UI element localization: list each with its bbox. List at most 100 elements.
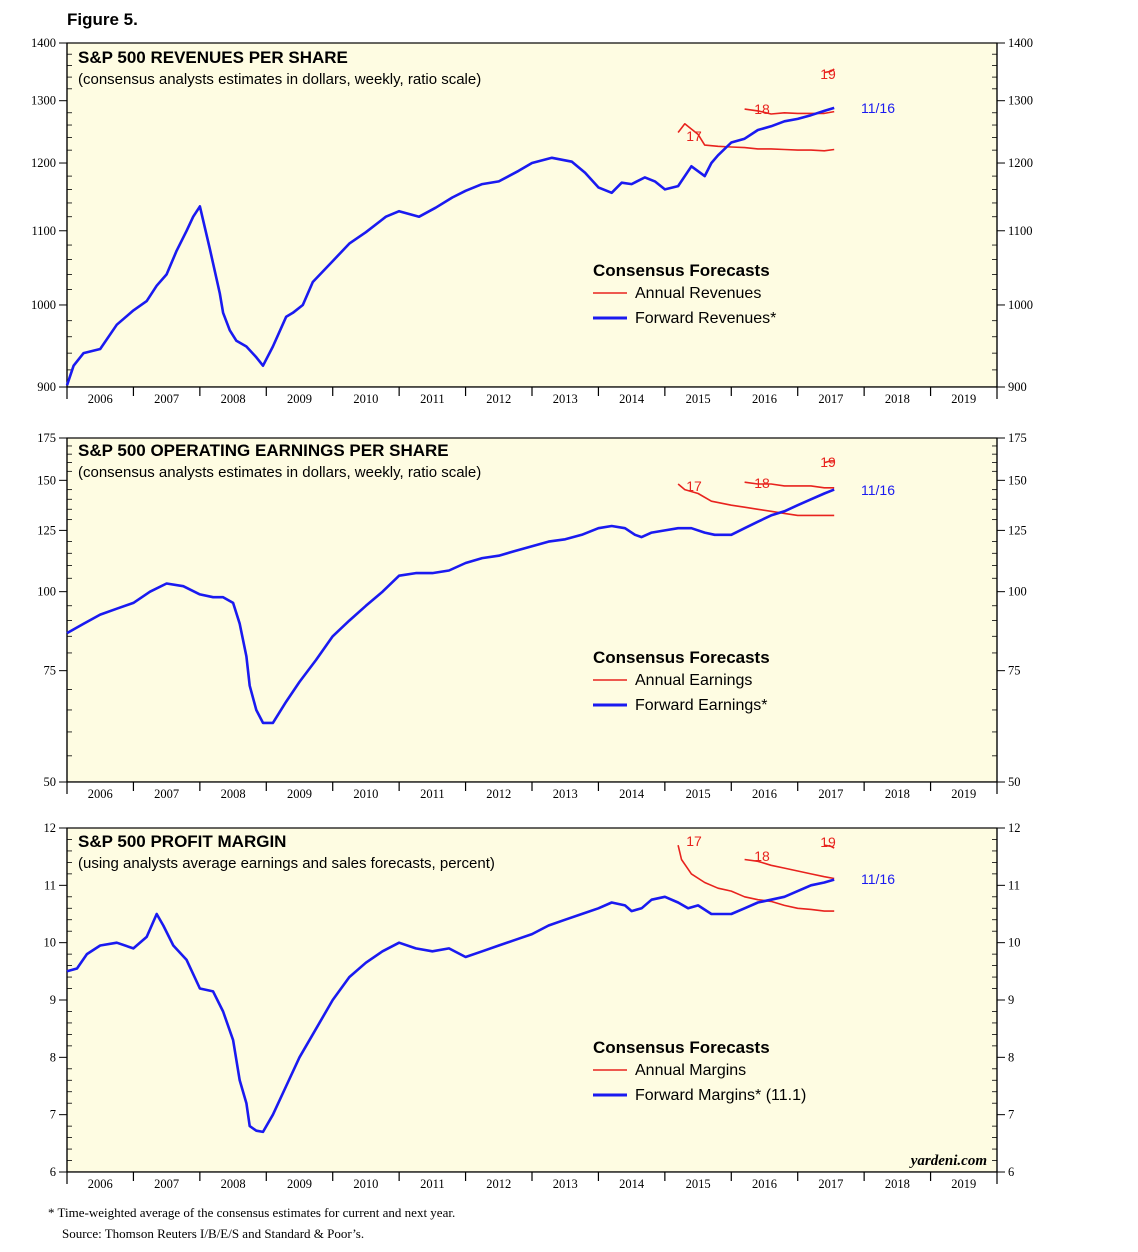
x-tick-label: 2019 — [951, 392, 976, 406]
x-tick-label: 2015 — [686, 787, 711, 801]
chart-title: S&P 500 OPERATING EARNINGS PER SHARE — [78, 441, 449, 460]
x-tick-label: 2016 — [752, 392, 777, 406]
x-tick-label: 2013 — [553, 787, 578, 801]
annual-series-19 — [824, 460, 835, 464]
annual-label-17: 17 — [686, 128, 702, 144]
annual-label-18: 18 — [754, 848, 770, 864]
x-tick-label: 2012 — [486, 1177, 511, 1191]
x-tick-label: 2014 — [619, 1177, 645, 1191]
y-tick-label-left: 175 — [37, 431, 56, 445]
x-tick-label: 2013 — [553, 1177, 578, 1191]
y-tick-label-left: 1000 — [31, 298, 56, 312]
y-tick-label-left: 9 — [50, 993, 56, 1007]
y-tick-label-left: 100 — [37, 585, 56, 599]
y-tick-label-right: 11 — [1008, 878, 1020, 892]
annual-label-19: 19 — [820, 66, 836, 82]
x-tick-label: 2006 — [88, 787, 113, 801]
revenues-chart: 2006 2007 2008 2009 2010 2011 2012 2013 2014 2015… — [31, 36, 1033, 417]
annual-series-17 — [677, 845, 835, 912]
y-tick-label-right: 1000 — [1008, 298, 1033, 312]
y-tick-label-left: 1300 — [31, 94, 56, 108]
legend-forward-label: Forward Earnings* — [635, 697, 768, 714]
y-tick-label-left: 900 — [37, 380, 56, 394]
chart-subtitle: (using analysts average earnings and sal… — [78, 855, 495, 872]
y-tick-label-left: 75 — [44, 664, 57, 678]
annual-label-18: 18 — [754, 101, 770, 117]
forward-series — [66, 878, 835, 1134]
x-tick-label: 2011 — [420, 787, 445, 801]
plot-area — [66, 42, 998, 388]
annual-series-19 — [824, 68, 835, 74]
y-tick-label-left: 1200 — [31, 156, 56, 170]
x-tick-label: 2013 — [553, 392, 578, 406]
legend-annual-label: Annual Margins — [635, 1062, 746, 1079]
x-tick-label: 2010 — [353, 1177, 378, 1191]
annual-series-18 — [744, 108, 835, 115]
y-tick-label-right: 100 — [1008, 585, 1027, 599]
x-tick-label: 2008 — [221, 787, 246, 801]
plot-area — [66, 437, 998, 783]
y-tick-label-right: 1400 — [1008, 36, 1033, 50]
annual-series-19 — [824, 844, 835, 849]
y-tick-label-left: 8 — [50, 1050, 56, 1064]
legend-annual-label: Annual Revenues — [635, 285, 761, 302]
x-tick-label: 2019 — [951, 1177, 976, 1191]
y-tick-label-left: 6 — [50, 1165, 56, 1179]
x-tick-label: 2018 — [885, 392, 910, 406]
y-tick-label-right: 6 — [1008, 1165, 1014, 1179]
x-tick-label: 2007 — [154, 787, 179, 801]
x-tick-label: 2006 — [88, 392, 113, 406]
annual-label-17: 17 — [686, 833, 702, 849]
x-tick-label: 2007 — [154, 392, 179, 406]
forward-end-label: 11/16 — [861, 100, 895, 116]
x-tick-label: 2015 — [686, 392, 711, 406]
x-tick-label: 2012 — [486, 787, 511, 801]
footnote: * Time-weighted average of the consensus… — [48, 1205, 456, 1220]
legend-forward-label: Forward Revenues* — [635, 310, 776, 327]
x-tick-label: 2012 — [486, 392, 511, 406]
y-tick-label-right: 8 — [1008, 1050, 1014, 1064]
x-tick-label: 2009 — [287, 392, 312, 406]
x-tick-label: 2016 — [752, 1177, 777, 1191]
y-tick-label-right: 7 — [1008, 1108, 1014, 1122]
annual-label-17: 17 — [686, 478, 702, 494]
x-tick-label: 2014 — [619, 787, 645, 801]
annual-series-17 — [677, 123, 835, 152]
x-tick-label: 2017 — [818, 1177, 843, 1191]
x-tick-label: 2011 — [420, 1177, 445, 1191]
y-tick-label-left: 1100 — [31, 224, 56, 238]
y-tick-label-right: 75 — [1008, 664, 1021, 678]
y-tick-label-right: 1100 — [1008, 224, 1033, 238]
y-tick-label-left: 12 — [44, 821, 57, 835]
y-tick-label-right: 12 — [1008, 821, 1021, 835]
y-tick-label-right: 9 — [1008, 993, 1014, 1007]
forward-series — [66, 488, 835, 725]
annual-label-19: 19 — [820, 454, 836, 470]
x-tick-label: 2014 — [619, 392, 645, 406]
chart-title: S&P 500 PROFIT MARGIN — [78, 832, 286, 851]
chart-subtitle: (consensus analysts estimates in dollars… — [78, 464, 481, 481]
x-tick-label: 2009 — [287, 787, 312, 801]
legend-forward-label: Forward Margins* (11.1) — [635, 1087, 806, 1104]
x-tick-label: 2019 — [951, 787, 976, 801]
profit-margin-chart: 2006 2007 2008 2009 2010 2011 2012 2013 2014 2015… — [44, 821, 1021, 1202]
annual-label-18: 18 — [754, 475, 770, 491]
legend-annual-label: Annual Earnings — [635, 672, 752, 689]
watermark: yardeni.com — [909, 1153, 987, 1169]
x-tick-label: 2008 — [221, 392, 246, 406]
x-tick-label: 2008 — [221, 1177, 246, 1191]
source-note: Source: Thomson Reuters I/B/E/S and Stan… — [62, 1226, 365, 1241]
legend-title: Consensus Forecasts — [593, 261, 770, 280]
x-tick-label: 2009 — [287, 1177, 312, 1191]
x-tick-label: 2010 — [353, 392, 378, 406]
y-tick-label-left: 7 — [50, 1108, 56, 1122]
figure-title: Figure 5. — [67, 10, 138, 29]
y-tick-label-right: 1300 — [1008, 94, 1033, 108]
x-tick-label: 2007 — [154, 1177, 179, 1191]
chart-title: S&P 500 REVENUES PER SHARE — [78, 48, 348, 67]
y-tick-label-right: 10 — [1008, 936, 1021, 950]
y-tick-label-right: 150 — [1008, 473, 1027, 487]
plot-area — [66, 827, 998, 1173]
x-tick-label: 2016 — [752, 787, 777, 801]
y-tick-label-right: 50 — [1008, 775, 1021, 789]
